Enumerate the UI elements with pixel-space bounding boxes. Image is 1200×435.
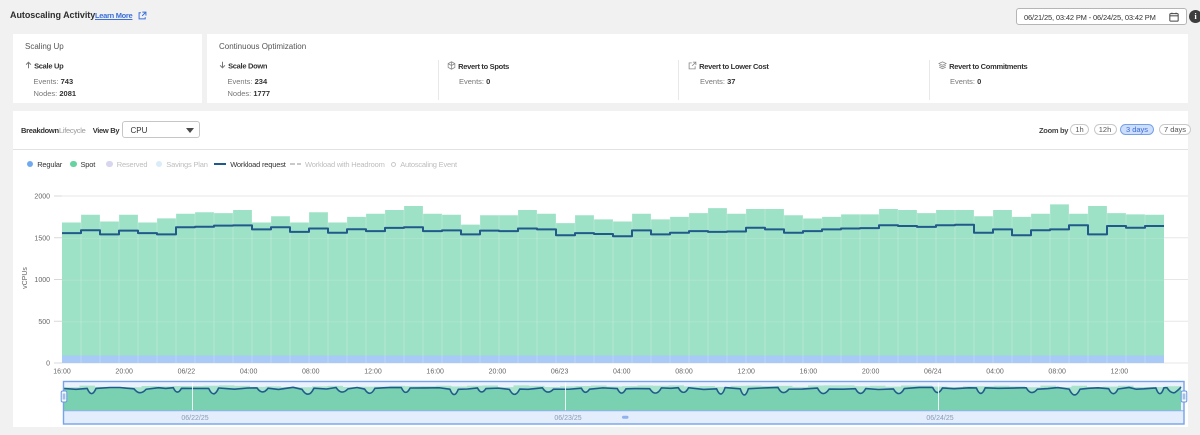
svg-text:12:00: 12:00 <box>364 369 382 376</box>
svg-text:16:00: 16:00 <box>426 369 444 376</box>
svg-text:500: 500 <box>38 319 50 326</box>
svg-text:1500: 1500 <box>34 235 50 242</box>
svg-text:12:00: 12:00 <box>1111 369 1129 376</box>
svg-text:20:00: 20:00 <box>489 369 507 376</box>
svg-text:vCPUs: vCPUs <box>22 267 29 289</box>
svg-text:06/23: 06/23 <box>551 369 569 376</box>
svg-text:04:00: 04:00 <box>986 369 1004 376</box>
svg-text:2000: 2000 <box>34 194 50 201</box>
svg-text:08:00: 08:00 <box>1048 369 1066 376</box>
svg-text:16:00: 16:00 <box>800 369 818 376</box>
svg-text:20:00: 20:00 <box>115 369 133 376</box>
svg-text:06/23/25: 06/23/25 <box>554 415 581 422</box>
svg-text:04:00: 04:00 <box>240 369 258 376</box>
svg-text:1000: 1000 <box>34 277 50 284</box>
svg-text:0: 0 <box>46 361 50 368</box>
svg-text:04:00: 04:00 <box>613 369 631 376</box>
svg-text:08:00: 08:00 <box>302 369 320 376</box>
svg-text:12:00: 12:00 <box>737 369 755 376</box>
svg-text:06/24: 06/24 <box>924 369 942 376</box>
svg-text:16:00: 16:00 <box>53 369 71 376</box>
svg-text:20:00: 20:00 <box>862 369 880 376</box>
svg-text:08:00: 08:00 <box>675 369 693 376</box>
svg-text:06/22/25: 06/22/25 <box>181 415 208 422</box>
svg-text:06/22: 06/22 <box>178 369 196 376</box>
svg-text:06/24/25: 06/24/25 <box>926 415 953 422</box>
